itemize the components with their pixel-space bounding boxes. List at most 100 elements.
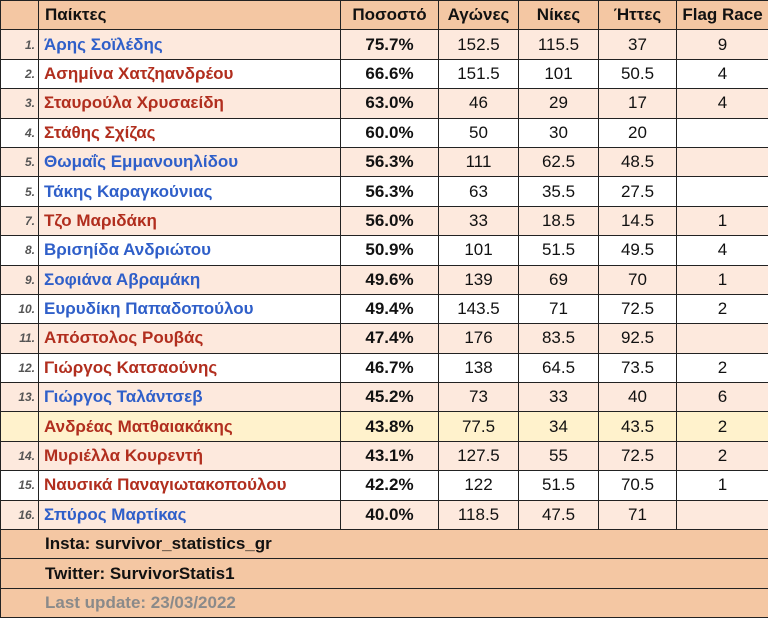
- table-row: 12. Γιώργος Κατσαούνης 46.7% 138 64.5 73.5 2: [0, 352, 768, 384]
- table-row: 16. Σπύρος Μαρτίκας 40.0% 118.5 47.5 71: [0, 499, 768, 531]
- footer-twitter: Twitter: SurvivorStatis1: [0, 558, 768, 589]
- table-row: Ανδρέας Ματθαιακάκης 43.8% 77.5 34 43.5 2: [0, 411, 768, 442]
- losses-cell: 27.5: [598, 176, 677, 207]
- wins-cell: 115.5: [518, 29, 599, 60]
- rank-cell: 5.: [0, 176, 39, 207]
- games-cell: 151.5: [438, 58, 519, 90]
- percent-cell: 43.8%: [340, 411, 439, 442]
- games-cell: 77.5: [438, 411, 519, 442]
- rank-header: [0, 0, 39, 31]
- games-cell: 118.5: [438, 499, 519, 531]
- games-cell: 176: [438, 323, 519, 354]
- percent-cell: 43.1%: [340, 440, 439, 472]
- losses-cell: 72.5: [598, 440, 677, 472]
- games-cell: 139: [438, 264, 519, 295]
- percent-cell: 60.0%: [340, 117, 439, 148]
- table-row: 1. Άρης Σοϊλέδης 75.7% 152.5 115.5 37 9: [0, 29, 768, 60]
- table-row: 15. Ναυσικά Παναγιωτακοπούλου 42.2% 122 51.5…: [0, 470, 768, 501]
- header-row: Παίκτες Ποσοστό Αγώνες Νίκες Ήττες Flag …: [0, 0, 768, 31]
- losses-cell: 49.5: [598, 235, 677, 266]
- flag-race-cell: 6: [676, 382, 768, 413]
- wins-cell: 69: [518, 264, 599, 295]
- percent-cell: 45.2%: [340, 382, 439, 413]
- games-cell: 143.5: [438, 293, 519, 325]
- flag-race-cell: 1: [676, 470, 768, 501]
- footer-last-update: Last update: 23/03/2022: [0, 587, 768, 619]
- flag-race-cell: [676, 323, 768, 354]
- player-name-cell: Ασημίνα Χατζηανδρέου: [38, 58, 341, 90]
- games-header: Αγώνες: [438, 0, 519, 31]
- rank-cell: 1.: [0, 29, 39, 60]
- player-name-cell: Απόστολος Ρουβάς: [38, 323, 341, 354]
- wins-cell: 101: [518, 58, 599, 90]
- flag-race-cell: 2: [676, 411, 768, 442]
- flag-race-header: Flag Race: [676, 0, 768, 31]
- losses-cell: 40: [598, 382, 677, 413]
- losses-cell: 71: [598, 499, 677, 531]
- games-cell: 101: [438, 235, 519, 266]
- player-name-cell: Ευρυδίκη Παπαδοπούλου: [38, 293, 341, 325]
- losses-cell: 37: [598, 29, 677, 60]
- player-name-cell: Μυριέλλα Κουρεντή: [38, 440, 341, 472]
- percent-cell: 66.6%: [340, 58, 439, 90]
- losses-cell: 70: [598, 264, 677, 295]
- table-row: 13. Γιώργος Ταλάντσεβ 45.2% 73 33 40 6: [0, 382, 768, 413]
- rank-cell: 12.: [0, 352, 39, 384]
- percent-cell: 49.6%: [340, 264, 439, 295]
- table-row: 14. Μυριέλλα Κουρεντή 43.1% 127.5 55 72.5 2: [0, 440, 768, 472]
- losses-cell: 92.5: [598, 323, 677, 354]
- table-row: 11. Απόστολος Ρουβάς 47.4% 176 83.5 92.5: [0, 323, 768, 354]
- percent-cell: 75.7%: [340, 29, 439, 60]
- rank-cell: 8.: [0, 235, 39, 266]
- games-cell: 33: [438, 205, 519, 237]
- games-cell: 73: [438, 382, 519, 413]
- table-row: 7. Τζο Μαριδάκη 56.0% 33 18.5 14.5 1: [0, 205, 768, 237]
- wins-cell: 51.5: [518, 235, 599, 266]
- table-row: 4. Στάθης Σχίζας 60.0% 50 30 20: [0, 117, 768, 148]
- losses-cell: 48.5: [598, 146, 677, 178]
- percent-cell: 56.0%: [340, 205, 439, 237]
- flag-race-cell: [676, 499, 768, 531]
- player-name-cell: Ανδρέας Ματθαιακάκης: [38, 411, 341, 442]
- losses-header: Ήττες: [598, 0, 677, 31]
- percent-cell: 49.4%: [340, 293, 439, 325]
- losses-cell: 72.5: [598, 293, 677, 325]
- flag-race-cell: 9: [676, 29, 768, 60]
- table-row: 8. Βρισηίδα Ανδριώτου 50.9% 101 51.5 49.5 4: [0, 235, 768, 266]
- player-name-cell: Στάθης Σχίζας: [38, 117, 341, 148]
- footer-insta-row: Insta: survivor_statistics_gr: [0, 529, 768, 560]
- losses-cell: 70.5: [598, 470, 677, 501]
- games-cell: 122: [438, 470, 519, 501]
- wins-cell: 35.5: [518, 176, 599, 207]
- rank-cell: 11.: [0, 323, 39, 354]
- table-row: 5. Τάκης Καραγκούνιας 56.3% 63 35.5 27.5: [0, 176, 768, 207]
- wins-cell: 47.5: [518, 499, 599, 531]
- wins-cell: 34: [518, 411, 599, 442]
- flag-race-cell: 2: [676, 440, 768, 472]
- player-name-cell: Άρης Σοϊλέδης: [38, 29, 341, 60]
- wins-header: Νίκες: [518, 0, 599, 31]
- wins-cell: 64.5: [518, 352, 599, 384]
- games-cell: 46: [438, 88, 519, 119]
- wins-cell: 55: [518, 440, 599, 472]
- losses-cell: 50.5: [598, 58, 677, 90]
- player-name-cell: Σταυρούλα Χρυσαείδη: [38, 88, 341, 119]
- table-row: 10. Ευρυδίκη Παπαδοπούλου 49.4% 143.5 71 72.5…: [0, 293, 768, 325]
- flag-race-cell: 1: [676, 264, 768, 295]
- player-name-cell: Γιώργος Ταλάντσεβ: [38, 382, 341, 413]
- flag-race-cell: 4: [676, 235, 768, 266]
- rank-cell: 13.: [0, 382, 39, 413]
- games-cell: 152.5: [438, 29, 519, 60]
- rank-cell: 9.: [0, 264, 39, 295]
- percent-cell: 40.0%: [340, 499, 439, 531]
- percent-cell: 56.3%: [340, 146, 439, 178]
- table-body: 1. Άρης Σοϊλέδης 75.7% 152.5 115.5 37 9 2. Ασημί…: [0, 29, 768, 531]
- wins-cell: 62.5: [518, 146, 599, 178]
- wins-cell: 18.5: [518, 205, 599, 237]
- table-row: 5. Θωμαΐς Εμμανουηλίδου 56.3% 111 62.5 48.5: [0, 146, 768, 178]
- wins-cell: 71: [518, 293, 599, 325]
- footer-insta: Insta: survivor_statistics_gr: [0, 529, 768, 560]
- flag-race-cell: 2: [676, 352, 768, 384]
- rank-cell: 7.: [0, 205, 39, 237]
